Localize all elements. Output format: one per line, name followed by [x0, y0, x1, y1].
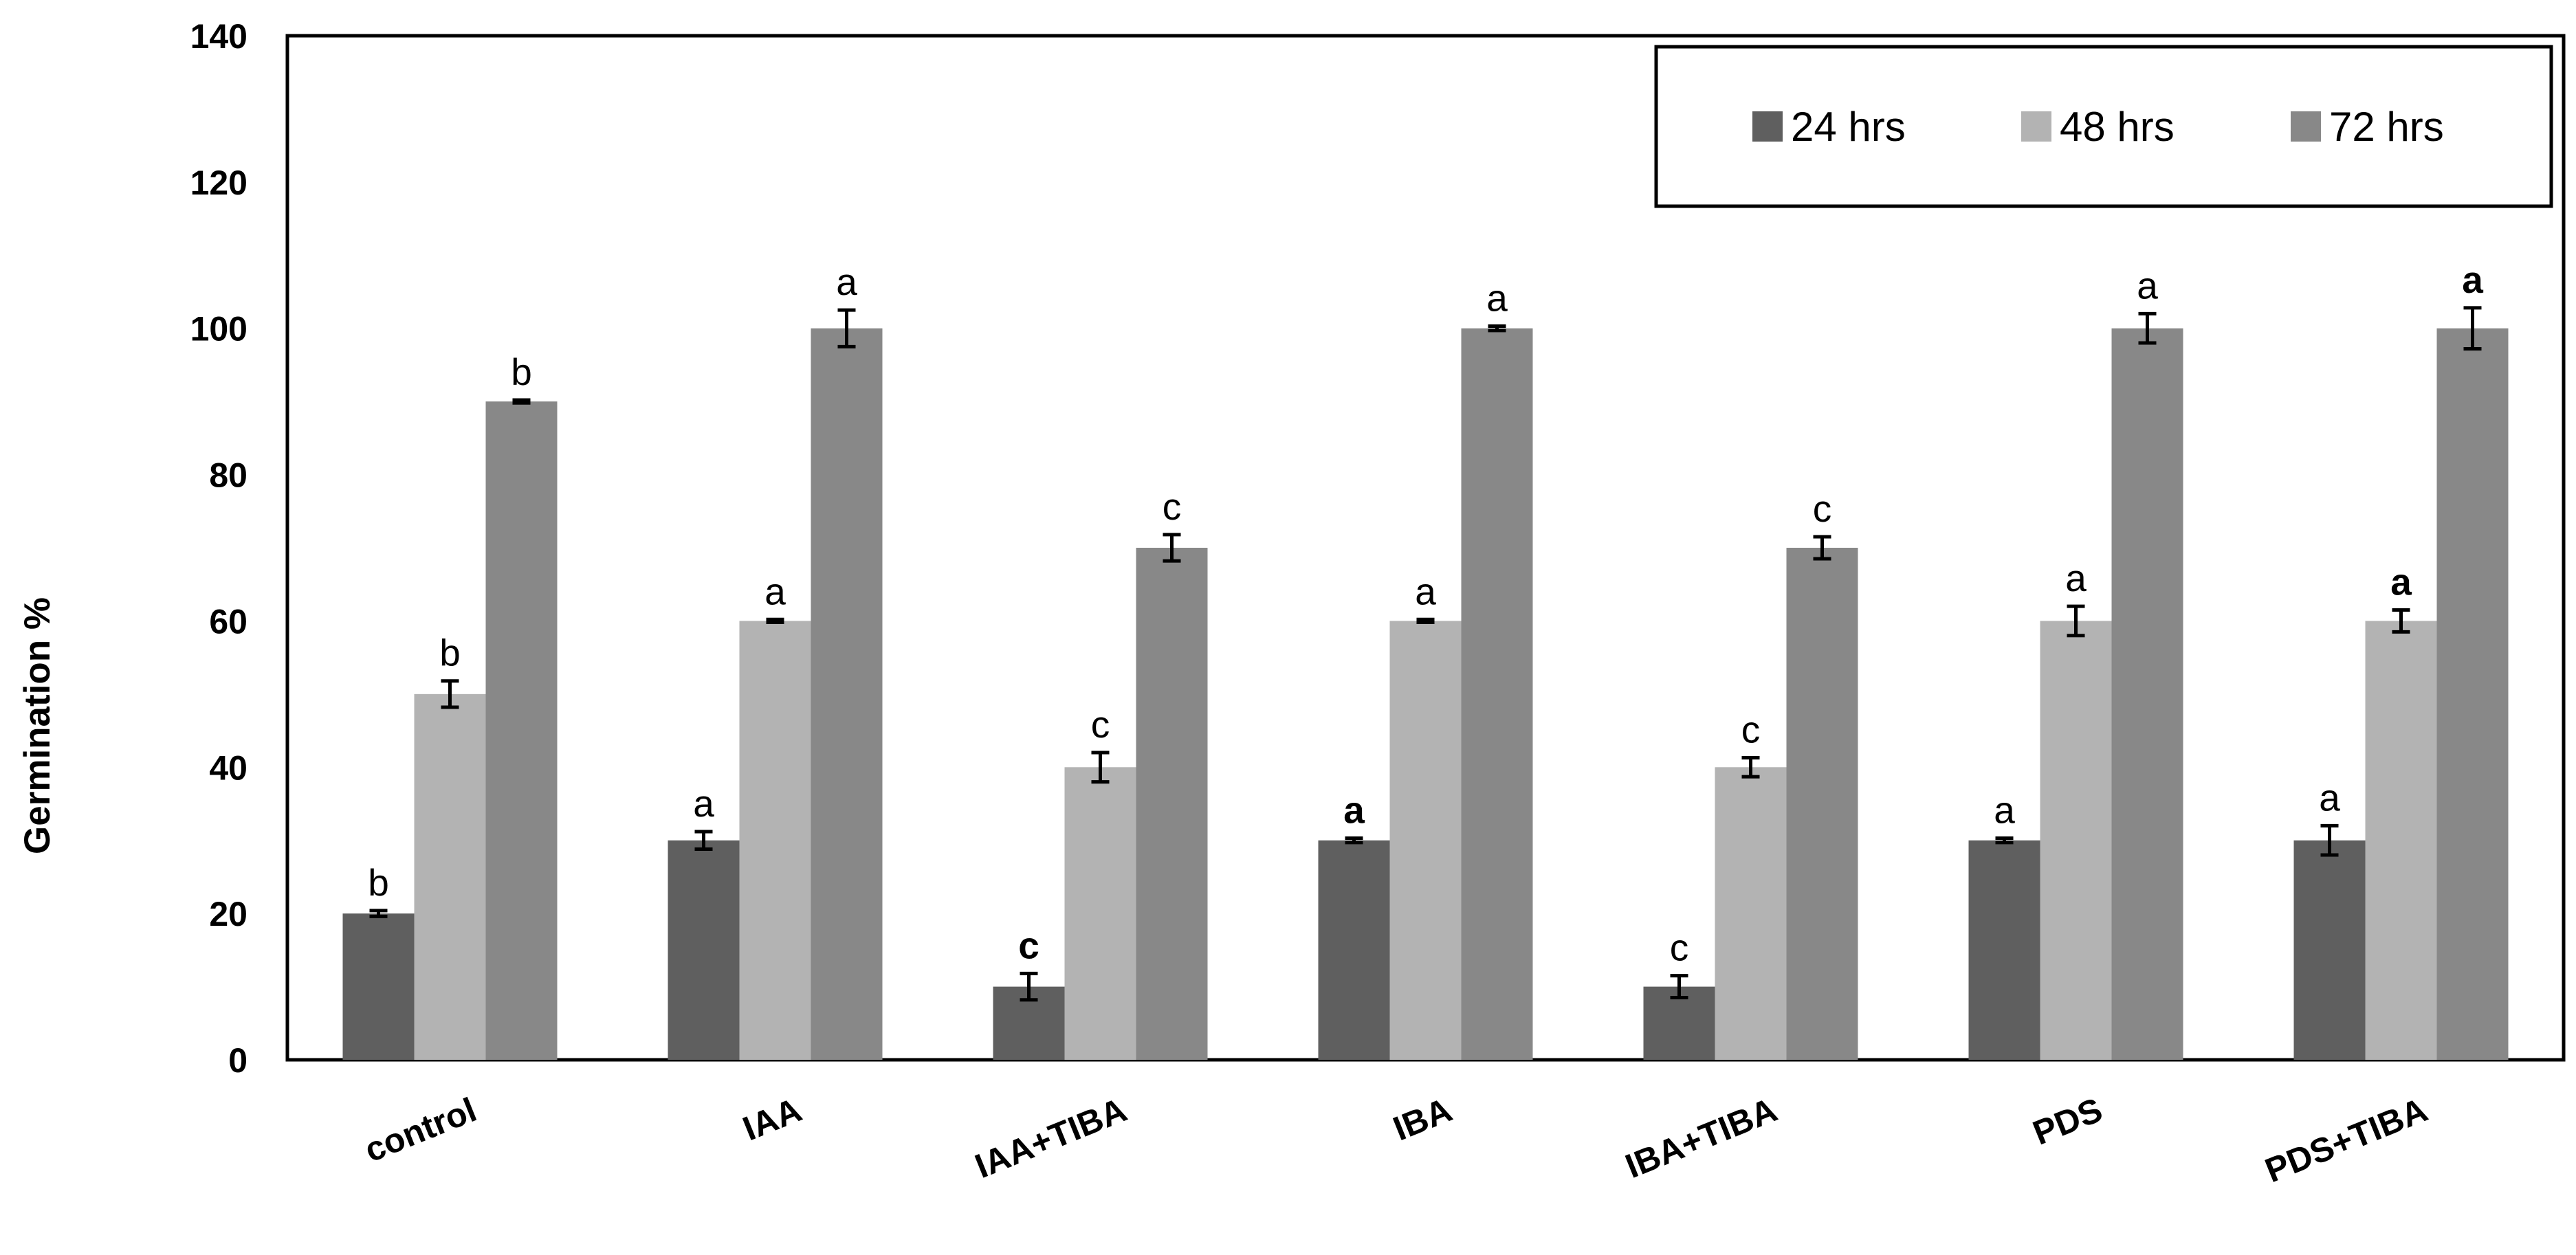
- significance-letter: a: [2319, 776, 2340, 819]
- x-category-label: PDS+TIBA: [2260, 1090, 2433, 1190]
- y-tick-label: 140: [190, 17, 247, 56]
- bar: [1715, 767, 1787, 1060]
- x-axis-labels: control IAA IAA+TIBA IBA IBA+TIBA PDS PDS+TIBA: [360, 1090, 2433, 1190]
- significance-letter: a: [693, 782, 714, 825]
- significance-letter: c: [1018, 924, 1039, 966]
- bar: [342, 913, 415, 1060]
- x-category-label: PDS: [2027, 1090, 2107, 1152]
- significance-letter: a: [2137, 264, 2158, 307]
- significance-letter: c: [1091, 703, 1110, 746]
- significance-letter: a: [2065, 557, 2087, 599]
- x-category-label: control: [360, 1090, 482, 1169]
- significance-letter: a: [1343, 789, 1365, 832]
- bar: [739, 621, 811, 1060]
- x-category-label: IAA+TIBA: [970, 1090, 1132, 1186]
- bar: [2293, 840, 2366, 1060]
- bar: [1318, 840, 1390, 1060]
- significance-letter: a: [764, 570, 786, 612]
- y-tick-label: 80: [209, 456, 247, 495]
- bar: [2436, 328, 2509, 1060]
- bar: [414, 693, 486, 1060]
- y-tick-label: 60: [209, 602, 247, 641]
- significance-letter: b: [368, 861, 389, 904]
- y-tick-label: 20: [209, 895, 247, 933]
- y-axis-ticks: 0 20 40 60 80 100 120 140: [190, 17, 247, 1080]
- bar: [1968, 840, 2040, 1060]
- legend-label: 48 hrs: [2060, 104, 2175, 150]
- legend-label: 72 hrs: [2329, 104, 2444, 150]
- y-tick-label: 40: [209, 748, 247, 787]
- significance-letter: a: [1994, 789, 2015, 832]
- y-tick-label: 120: [190, 164, 247, 202]
- y-axis-title: Germination %: [17, 597, 58, 854]
- bar: [1064, 767, 1136, 1060]
- significance-letter: a: [2390, 560, 2412, 603]
- bar: [2365, 621, 2437, 1060]
- legend-swatch: [2021, 111, 2051, 142]
- y-tick-label: 100: [190, 310, 247, 348]
- legend-label: 24 hrs: [1791, 104, 1906, 150]
- significance-letter: c: [1741, 708, 1761, 751]
- bars: b b b a a a c c c a a a c c c a a a a a a: [342, 258, 2509, 1060]
- legend-box: [1654, 45, 2553, 208]
- x-category-label: IBA+TIBA: [1620, 1090, 1783, 1186]
- x-category-label: IAA: [738, 1090, 807, 1148]
- legend: 24 hrs 48 hrs 72 hrs: [1654, 45, 2553, 208]
- bar: [668, 840, 740, 1060]
- y-tick-label: 0: [228, 1041, 247, 1080]
- significance-letter: b: [511, 351, 532, 393]
- bar: [2040, 621, 2112, 1060]
- significance-letter: c: [1163, 485, 1182, 528]
- x-category-label: IBA: [1388, 1090, 1457, 1148]
- bar: [485, 401, 558, 1060]
- significance-letter: c: [1813, 487, 1832, 530]
- bar: [2111, 328, 2183, 1060]
- bar: [1389, 621, 1462, 1060]
- bar: [1136, 548, 1208, 1060]
- significance-letter: a: [2462, 258, 2483, 301]
- significance-letter: a: [1486, 277, 1508, 320]
- significance-letter: a: [836, 260, 857, 303]
- significance-letter: c: [1670, 926, 1689, 969]
- significance-letter: b: [439, 632, 461, 674]
- significance-letter: a: [1415, 570, 1436, 612]
- legend-swatch: [2291, 111, 2321, 142]
- bar: [1786, 548, 1858, 1060]
- bar: [1461, 328, 1533, 1060]
- bar: [811, 328, 883, 1060]
- legend-swatch: [1752, 111, 1783, 142]
